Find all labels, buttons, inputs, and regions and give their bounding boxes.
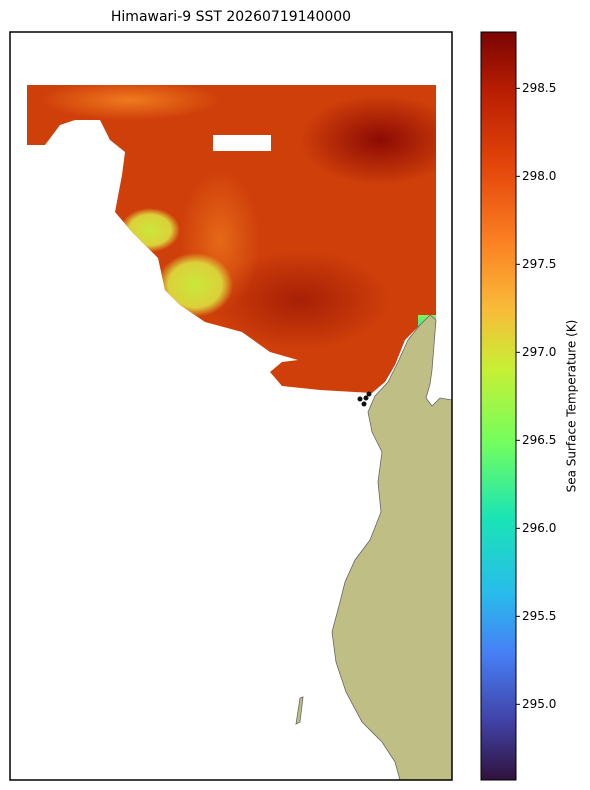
island (295, 696, 304, 725)
colorbar-tick-label: 296.0 (522, 521, 556, 535)
colorbar-label: Sea Surface Temperature (K) (565, 320, 579, 493)
colorbar-tick-label: 298.0 (522, 169, 556, 183)
colorbar-tick-label: 298.5 (522, 81, 556, 95)
station (366, 391, 372, 397)
land (331, 314, 453, 781)
colorbar-gradient (480, 31, 517, 781)
station (357, 396, 363, 402)
station (363, 395, 369, 401)
sst-field (27, 85, 436, 393)
colorbar-tick-label: 295.0 (522, 697, 556, 711)
station (361, 401, 367, 407)
map (9, 31, 453, 781)
colorbar-tick-label: 297.5 (522, 257, 556, 271)
colorbar-tick-label: 297.0 (522, 345, 556, 359)
colorbar-tick-label: 296.5 (522, 433, 556, 447)
map-title: Himawari-9 SST 20260719140000 (111, 9, 351, 25)
map-frame (9, 31, 453, 781)
colorbar: 295.0 295.5 296.0 296.5 297.0 297.5 298.0 298.5 (480, 31, 556, 781)
colorbar-tick-label: 295.5 (522, 609, 556, 623)
